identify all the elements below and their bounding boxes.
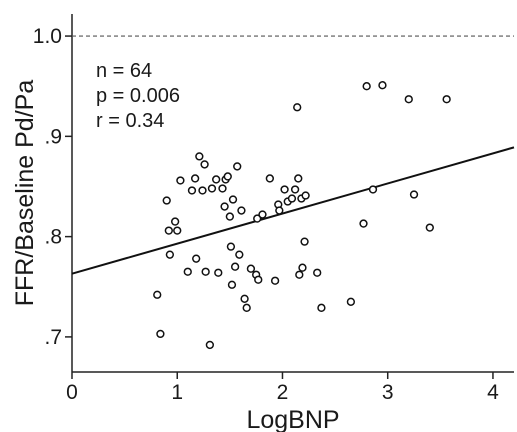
plot-area: .7 .8 .9 1.0 0 1 2 3 4 bbox=[33, 14, 515, 404]
x-tick-label: 3 bbox=[382, 381, 394, 404]
data-point bbox=[176, 176, 185, 185]
x-axis-title: LogBNP bbox=[246, 406, 339, 432]
data-point bbox=[237, 206, 246, 215]
data-point bbox=[164, 226, 173, 235]
data-point bbox=[290, 185, 300, 194]
x-tick-label: 1 bbox=[171, 381, 183, 404]
y-tick-label: .7 bbox=[44, 326, 62, 349]
data-point bbox=[242, 303, 251, 312]
data-point bbox=[293, 103, 302, 112]
data-point bbox=[362, 82, 371, 91]
data-point bbox=[346, 297, 356, 306]
data-point bbox=[218, 184, 227, 193]
y-axis-title: FFR/Baseline Pd/Pa bbox=[11, 80, 39, 307]
x-tick-label: 2 bbox=[277, 381, 289, 404]
data-point bbox=[265, 174, 274, 183]
data-point bbox=[190, 174, 200, 183]
data-point bbox=[198, 186, 207, 195]
data-point bbox=[225, 212, 235, 221]
data-point bbox=[220, 202, 229, 211]
data-point bbox=[207, 184, 217, 193]
data-point bbox=[378, 81, 387, 90]
data-point bbox=[404, 95, 413, 104]
data-point bbox=[223, 172, 232, 181]
data-point bbox=[425, 223, 434, 232]
data-point bbox=[195, 152, 204, 161]
data-point bbox=[280, 185, 289, 194]
data-point bbox=[313, 268, 322, 277]
data-point bbox=[201, 267, 210, 276]
y-tick-label: 1.0 bbox=[33, 25, 62, 48]
data-point bbox=[275, 206, 284, 215]
data-point bbox=[228, 195, 238, 204]
data-point bbox=[442, 95, 451, 104]
y-tick-label: .9 bbox=[44, 125, 62, 148]
statistics-annotation: n = 64 p = 0.006 r = 0.34 bbox=[96, 60, 180, 132]
data-point bbox=[359, 219, 368, 228]
data-point bbox=[200, 160, 209, 169]
data-point bbox=[253, 214, 262, 223]
data-point bbox=[409, 190, 419, 199]
data-point bbox=[235, 250, 244, 259]
data-point bbox=[270, 276, 280, 285]
data-point bbox=[230, 262, 240, 271]
data-point bbox=[246, 264, 256, 273]
x-tick-label: 4 bbox=[487, 381, 499, 404]
data-point bbox=[368, 185, 378, 194]
stat-line: r = 0.34 bbox=[96, 110, 164, 132]
data-point bbox=[165, 250, 175, 259]
data-point bbox=[301, 191, 310, 200]
regression-line bbox=[71, 146, 515, 275]
data-point bbox=[153, 290, 162, 299]
data-point bbox=[287, 194, 297, 203]
data-point bbox=[240, 294, 249, 303]
data-point bbox=[226, 242, 236, 251]
data-point bbox=[205, 340, 215, 350]
data-point bbox=[233, 162, 242, 171]
x-tick-label: 0 bbox=[66, 381, 78, 404]
data-point bbox=[258, 210, 267, 219]
data-point bbox=[170, 217, 180, 226]
data-point bbox=[156, 329, 165, 339]
data-point bbox=[298, 263, 307, 272]
data-point bbox=[317, 303, 326, 312]
data-point bbox=[162, 196, 171, 205]
data-point bbox=[212, 175, 221, 184]
data-point bbox=[173, 226, 182, 235]
y-tick-label: .8 bbox=[44, 226, 62, 249]
stat-line: n = 64 bbox=[96, 60, 152, 82]
data-point bbox=[300, 237, 309, 246]
data-point bbox=[227, 280, 237, 289]
data-point bbox=[295, 270, 304, 279]
data-point bbox=[254, 275, 263, 284]
data-point bbox=[183, 267, 192, 276]
stat-line: p = 0.006 bbox=[96, 85, 180, 107]
data-point bbox=[187, 186, 197, 195]
data-point bbox=[192, 254, 201, 263]
data-point bbox=[214, 268, 223, 277]
data-point bbox=[294, 174, 303, 183]
